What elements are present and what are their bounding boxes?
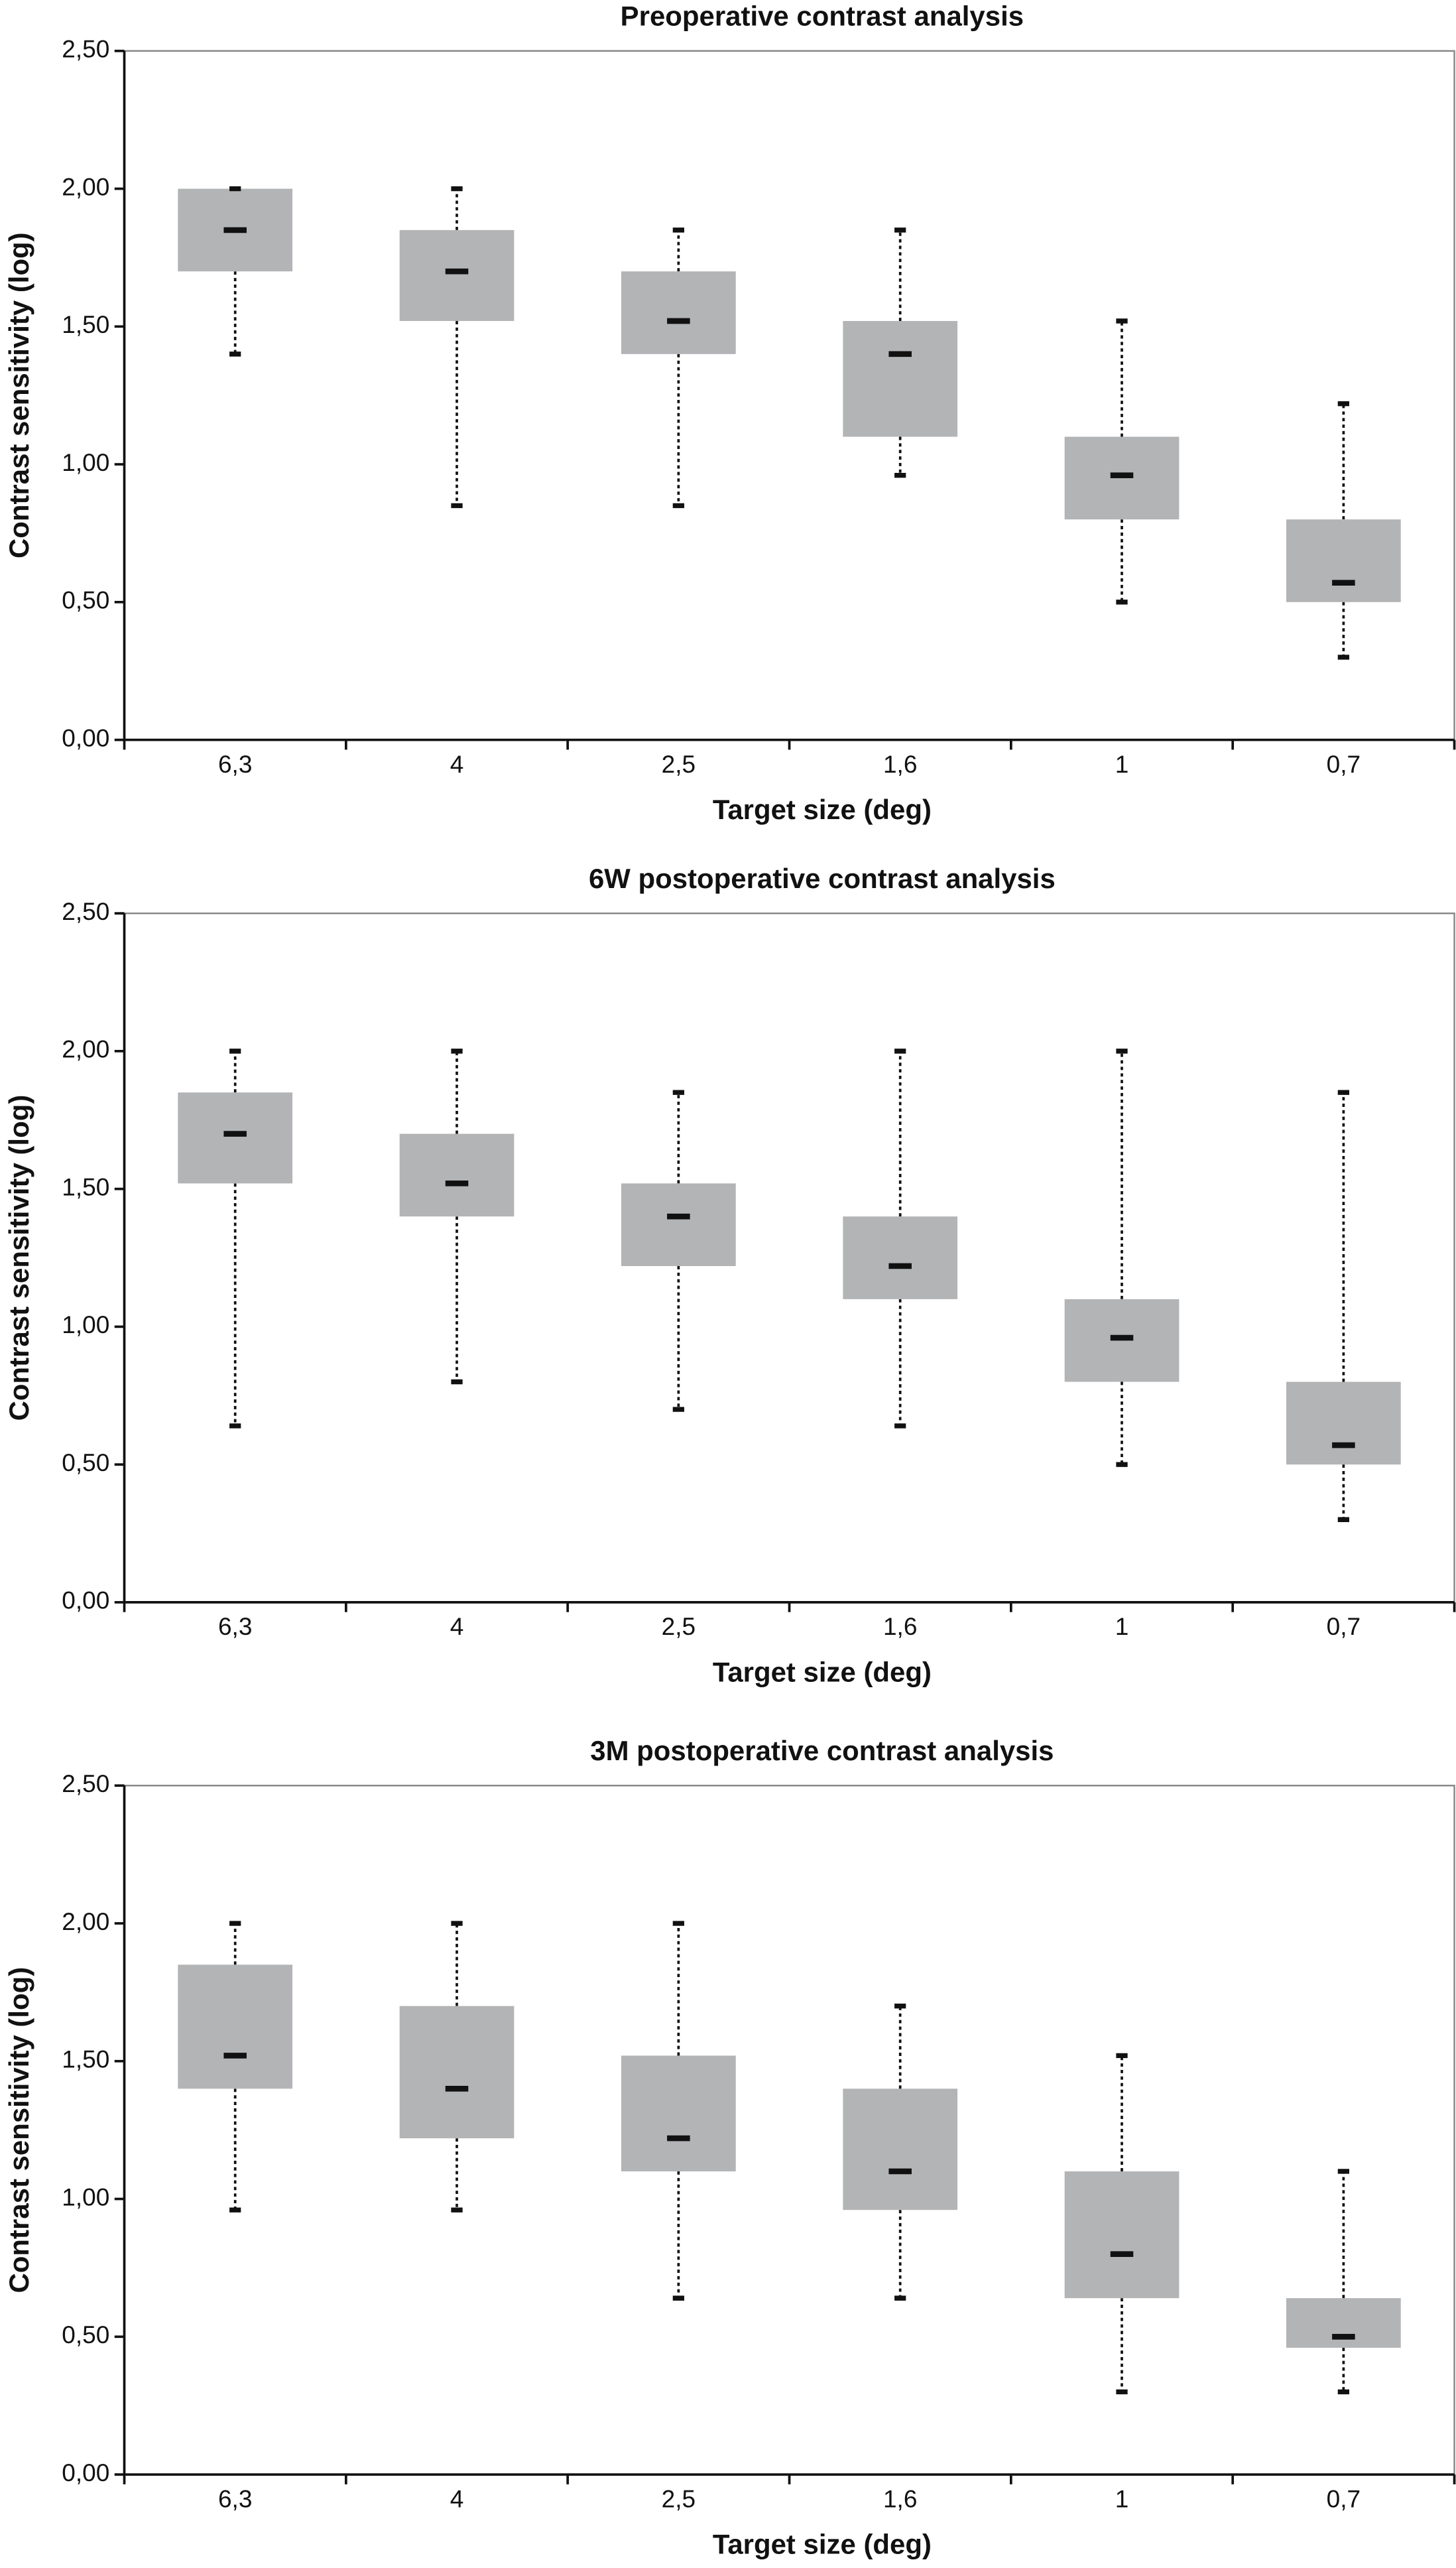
y-tick-label: 2,50 <box>62 897 109 925</box>
x-tick-label: 0,7 <box>1327 2484 1361 2512</box>
plot-frame <box>123 50 1455 741</box>
y-tick-label: 0,50 <box>62 1448 109 1476</box>
y-tick-label: 1,00 <box>62 1311 109 1338</box>
x-tick-label: 1,6 <box>883 2484 917 2512</box>
y-tick-label: 0,50 <box>62 2321 109 2348</box>
box <box>621 271 736 354</box>
chart-title: 6W postoperative contrast analysis <box>589 863 1056 894</box>
x-tick-label: 2,5 <box>662 2484 696 2512</box>
y-tick-label: 2,50 <box>62 1769 109 1797</box>
box <box>621 1183 736 1266</box>
box <box>843 2088 958 2211</box>
chart-title: Preoperative contrast analysis <box>621 1 1024 32</box>
y-tick-label: 1,00 <box>62 448 109 476</box>
x-tick-label: 2,5 <box>662 1612 696 1640</box>
x-tick-label: 4 <box>450 750 464 778</box>
x-tick-label: 6,3 <box>218 2484 252 2512</box>
x-tick-label: 2,5 <box>662 750 696 778</box>
x-tick-label: 0,7 <box>1327 750 1361 778</box>
x-axis-label: Target size (deg) <box>713 2529 932 2560</box>
plot-frame <box>123 912 1455 1604</box>
y-tick-label: 2,00 <box>62 1035 109 1063</box>
box <box>178 1964 293 2089</box>
y-axis-label: Contrast sensitivity (log) <box>3 232 34 558</box>
box <box>399 2006 515 2139</box>
x-tick-label: 6,3 <box>218 750 252 778</box>
plot-frame <box>123 1785 1455 2476</box>
box <box>843 1216 958 1299</box>
y-tick-label: 1,00 <box>62 2183 109 2211</box>
x-tick-label: 4 <box>450 2484 464 2512</box>
x-axis-label: Target size (deg) <box>713 1657 932 1688</box>
box <box>1286 1381 1401 1465</box>
box <box>399 229 515 322</box>
y-axis-label: Contrast sensitivity (log) <box>3 1967 34 2293</box>
y-axis-label: Contrast sensitivity (log) <box>3 1095 34 1421</box>
y-tick-label: 2,50 <box>62 35 109 63</box>
y-tick-label: 0,00 <box>62 2459 109 2486</box>
x-tick-label: 1,6 <box>883 750 917 778</box>
x-tick-label: 0,7 <box>1327 1612 1361 1640</box>
box <box>621 2055 736 2171</box>
y-tick-label: 0,50 <box>62 586 109 614</box>
y-tick-label: 2,00 <box>62 1907 109 1935</box>
box <box>399 1133 515 1217</box>
y-tick-label: 0,00 <box>62 724 109 751</box>
y-tick-label: 1,50 <box>62 310 109 338</box>
y-tick-label: 1,50 <box>62 1173 109 1200</box>
box <box>1286 519 1401 602</box>
box <box>1286 2298 1401 2348</box>
x-tick-label: 6,3 <box>218 1612 252 1640</box>
x-tick-label: 1 <box>1115 2484 1129 2512</box>
x-tick-label: 1,6 <box>883 1612 917 1640</box>
y-tick-label: 2,00 <box>62 172 109 200</box>
x-tick-label: 1 <box>1115 750 1129 778</box>
x-tick-label: 1 <box>1115 1612 1129 1640</box>
x-axis-label: Target size (deg) <box>713 794 932 825</box>
x-tick-label: 4 <box>450 1612 464 1640</box>
box <box>1064 2171 1180 2299</box>
chart-title: 3M postoperative contrast analysis <box>590 1735 1054 1766</box>
y-tick-label: 0,00 <box>62 1586 109 1614</box>
box <box>843 321 958 437</box>
y-tick-label: 1,50 <box>62 2045 109 2073</box>
box <box>178 1092 293 1184</box>
